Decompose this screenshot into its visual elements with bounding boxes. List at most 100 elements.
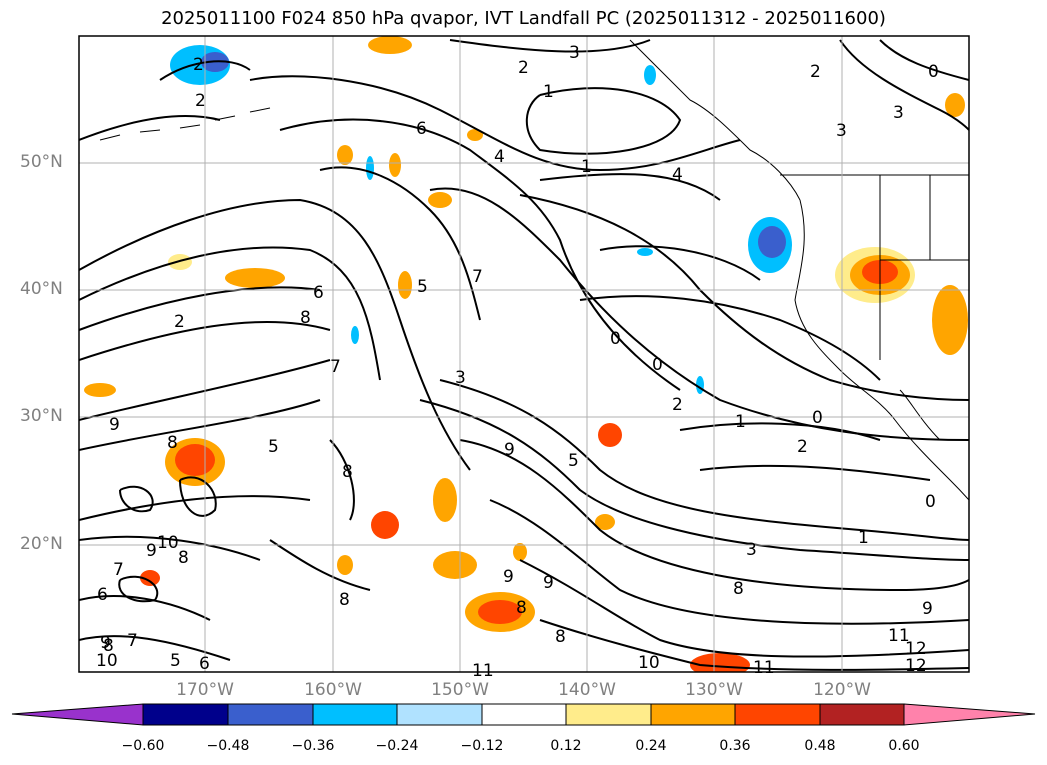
- contour-label: 5: [417, 277, 428, 297]
- lat-label: 30°N: [20, 406, 63, 426]
- anomaly-shading: [84, 36, 968, 672]
- contour-label: 8: [733, 579, 744, 599]
- colorbar-tick-label: 0.60: [888, 738, 920, 754]
- contour-label: 1: [735, 412, 746, 432]
- contour-label: 9: [109, 415, 120, 435]
- contour-label: 11: [888, 626, 910, 646]
- map-title: 2025011100 F024 850 hPa qvapor, IVT Land…: [161, 8, 886, 29]
- colorbar-segment: [481, 703, 567, 726]
- contour-label-group: 2 2 3 2 1 6 4 1 4 2 0 3 3 2 7 6 5 8 7 3 …: [96, 43, 939, 681]
- contour-label: 0: [925, 492, 936, 512]
- ivt-contours: [79, 39, 969, 671]
- contour-label: 2: [797, 437, 808, 457]
- colorbar-tick-label: −0.48: [206, 738, 250, 754]
- contour-label: 1: [543, 82, 554, 102]
- contour-label: 4: [672, 165, 683, 185]
- contour-label: 0: [812, 408, 823, 428]
- lat-label: 50°N: [20, 152, 63, 172]
- contour-label: 2: [195, 91, 206, 111]
- contour-label: 0: [652, 355, 663, 375]
- contour-label: 8: [339, 590, 350, 610]
- contour-label: 5: [268, 437, 279, 457]
- graticule: [79, 36, 969, 672]
- colorbar-tick-label: 0.24: [635, 738, 667, 754]
- colorbar-segment: [650, 703, 736, 726]
- contour-label: 9: [543, 573, 554, 593]
- contour-label: 5: [568, 451, 579, 471]
- contour-label: 6: [416, 119, 427, 139]
- contour-label: 8: [300, 308, 311, 328]
- contour-label: 3: [455, 368, 466, 388]
- contour-label: 3: [746, 540, 757, 560]
- colorbar-tick-label: −0.12: [460, 738, 504, 754]
- colorbar-tick-label: −0.60: [121, 738, 165, 754]
- contour-label: 9: [504, 440, 515, 460]
- contour-label: 7: [330, 357, 341, 377]
- contour-label: 7: [472, 267, 483, 287]
- contour-label: 1: [858, 528, 869, 548]
- contour-label: 3: [569, 43, 580, 63]
- colorbar-tick-label: −0.36: [291, 738, 335, 754]
- lon-label: 150°W: [431, 680, 489, 700]
- contour-label: 9: [503, 567, 514, 587]
- lon-label: 160°W: [304, 680, 362, 700]
- contour-label: 10: [157, 533, 179, 553]
- contour-label: 0: [928, 62, 939, 82]
- colorbar-segment: [396, 703, 483, 726]
- map-field: [79, 36, 969, 672]
- contour-label: 11: [472, 661, 494, 681]
- coastline: [99, 39, 969, 501]
- contour-label: 12: [905, 639, 927, 659]
- contour-label: 8: [342, 462, 353, 482]
- contour-label: 9: [922, 599, 933, 619]
- colorbar-segment: [312, 703, 398, 726]
- contour-label: 6: [313, 283, 324, 303]
- colorbar-tick-label: 0.12: [550, 738, 582, 754]
- lon-label: 120°W: [813, 680, 871, 700]
- colorbar-extend-high: [903, 703, 1036, 726]
- colorbar-segment: [819, 703, 905, 726]
- contour-label: 11: [753, 658, 775, 678]
- lat-label: 40°N: [20, 279, 63, 299]
- contour-label: 2: [174, 312, 185, 332]
- contour-label: 3: [836, 121, 847, 141]
- colorbar-tick-label: 0.36: [719, 738, 751, 754]
- contour-label: 4: [494, 147, 505, 167]
- contour-label: 0: [610, 329, 621, 349]
- lon-label: 170°W: [176, 680, 234, 700]
- contour-label: 12: [905, 656, 927, 676]
- contour-label: 5: [170, 651, 181, 671]
- colorbar-tick-label: −0.24: [375, 738, 419, 754]
- lat-label: 20°N: [20, 534, 63, 554]
- contour-label: 9: [146, 541, 157, 561]
- contour-label: 2: [672, 395, 683, 415]
- colorbar-extend-low: [11, 703, 144, 726]
- contour-label: 8: [103, 636, 114, 656]
- contour-label: 8: [178, 548, 189, 568]
- colorbar-segment: [734, 703, 821, 726]
- colorbar: [11, 703, 1036, 726]
- map-frame: [78, 35, 970, 673]
- colorbar-segment: [227, 703, 314, 726]
- contour-label: 2: [518, 58, 529, 78]
- contour-label: 9: [100, 633, 111, 653]
- contour-label: 7: [113, 560, 124, 580]
- contour-label: 10: [96, 651, 118, 671]
- lon-label: 140°W: [558, 680, 616, 700]
- colorbar-segment: [565, 703, 652, 726]
- contour-label: 2: [810, 62, 821, 82]
- contour-label: 3: [893, 103, 904, 123]
- contour-label: 6: [199, 654, 210, 674]
- contour-label: 8: [555, 627, 566, 647]
- colorbar-segment: [142, 703, 229, 726]
- contour-label: 8: [516, 598, 527, 618]
- contour-label: 10: [638, 653, 660, 673]
- colorbar-tick-label: 0.48: [804, 738, 836, 754]
- contour-label: 1: [581, 157, 592, 177]
- contour-label: 6: [97, 585, 108, 605]
- lon-label: 130°W: [685, 680, 743, 700]
- contour-label: 8: [167, 433, 178, 453]
- contour-label: 7: [127, 631, 138, 651]
- contour-label: 2: [193, 55, 204, 75]
